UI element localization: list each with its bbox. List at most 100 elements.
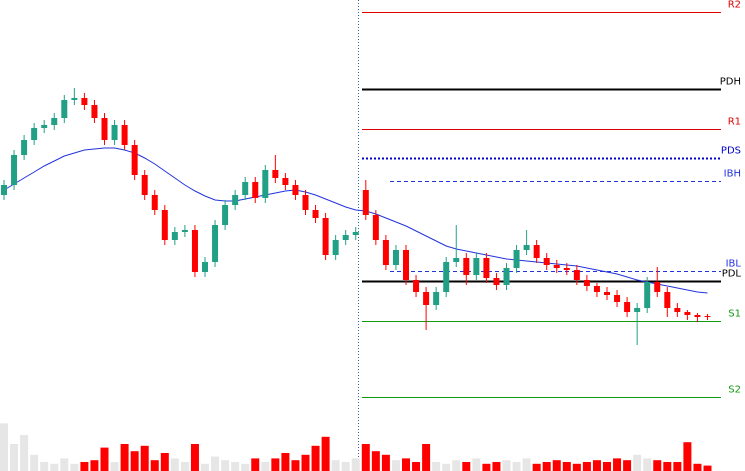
candle-body (453, 258, 460, 262)
volume-bar (442, 463, 451, 471)
volume-bar (80, 462, 89, 471)
volume-bar (231, 462, 240, 471)
volume-bar (623, 460, 632, 471)
candle-body (513, 250, 520, 268)
level-label: R1 (728, 117, 741, 128)
volume-bar (341, 462, 350, 471)
candle-body (1, 185, 7, 195)
volume-bar (402, 458, 410, 471)
candle-body (614, 295, 621, 302)
candle-body (583, 280, 590, 286)
candle-body (141, 175, 148, 195)
level-label: IBH (724, 169, 741, 180)
volume-bar (20, 435, 29, 471)
candle-body (433, 292, 440, 305)
candle-body (242, 182, 249, 195)
candle-body (202, 262, 208, 272)
volume-bar (190, 444, 199, 471)
candle-body (101, 118, 108, 140)
level-label: PDS (721, 146, 741, 157)
candle-body (403, 250, 409, 280)
volume-bar (572, 463, 581, 471)
candle-body (332, 240, 339, 255)
candle-body (443, 262, 450, 292)
candle-body (61, 100, 68, 118)
candle-body (191, 230, 198, 272)
volume-bar (592, 460, 601, 471)
candle-body (41, 125, 48, 128)
candle-body (51, 118, 58, 125)
candle-body (312, 210, 319, 218)
volume-bar (221, 460, 230, 471)
candle-body (181, 230, 188, 232)
volume-bar (271, 458, 280, 471)
volume-bar (653, 460, 662, 471)
candle-body (533, 245, 540, 258)
volume-bar (542, 462, 551, 471)
volume-bar (281, 453, 290, 471)
volume-bar (301, 454, 310, 471)
candle-body (483, 258, 490, 278)
volume-bar (251, 458, 260, 471)
level-label: S1 (728, 309, 741, 320)
candle-body (543, 258, 550, 265)
volume-bar (693, 463, 702, 471)
level-label: PDH (720, 77, 741, 88)
volume-bar (381, 454, 390, 471)
volume-bar (472, 458, 481, 471)
candle-body (684, 312, 691, 315)
volume-bar (180, 462, 189, 471)
candle-body (372, 215, 379, 240)
volume-bar (371, 451, 380, 471)
candle-body (161, 210, 168, 240)
candle-body (212, 225, 219, 262)
candle-body (423, 292, 430, 305)
candle-body (272, 170, 279, 178)
volume-bar (30, 454, 39, 471)
level-label: PDL (722, 269, 742, 280)
candle-body (362, 190, 369, 215)
candle-body (91, 105, 98, 118)
volume-bar (452, 460, 461, 471)
volume-bar (201, 463, 209, 471)
volume-bar (211, 456, 220, 471)
candle-body (493, 278, 500, 285)
candle-body (121, 125, 128, 145)
candle-body (81, 98, 88, 105)
volume-bar (603, 462, 611, 471)
volume-bar (291, 460, 300, 471)
volume-bar (673, 462, 682, 471)
candle-body (664, 292, 671, 308)
candle-body (573, 270, 580, 280)
candle-body (463, 258, 470, 275)
candle-body (654, 282, 661, 292)
volume-bar (100, 447, 109, 471)
volume-bar (10, 444, 19, 471)
candle-body (322, 218, 329, 255)
volume-bar (703, 465, 712, 471)
volume-bar (582, 462, 591, 471)
volume-bar (331, 460, 340, 471)
volume-bar (170, 458, 179, 471)
volume-bar (482, 463, 491, 471)
volume-bar (613, 458, 622, 471)
volume-bar (160, 453, 169, 471)
candle-body (262, 170, 269, 198)
candle-body (282, 178, 289, 185)
candle-body (382, 240, 389, 265)
candle-body (563, 268, 570, 270)
volume-bar (532, 463, 541, 471)
candle-body (342, 235, 349, 240)
candle-body (644, 282, 651, 308)
volume-bar (90, 460, 99, 471)
volume-bar (311, 445, 320, 471)
volume-bar (140, 445, 149, 471)
candle-body (302, 195, 309, 210)
candle-body (392, 250, 399, 265)
volume-bar (633, 454, 642, 471)
candle-body (604, 292, 610, 295)
volume-bar (663, 462, 672, 471)
volume-bar (492, 462, 501, 471)
volume-bar (361, 444, 370, 471)
volume-bar (643, 458, 652, 471)
